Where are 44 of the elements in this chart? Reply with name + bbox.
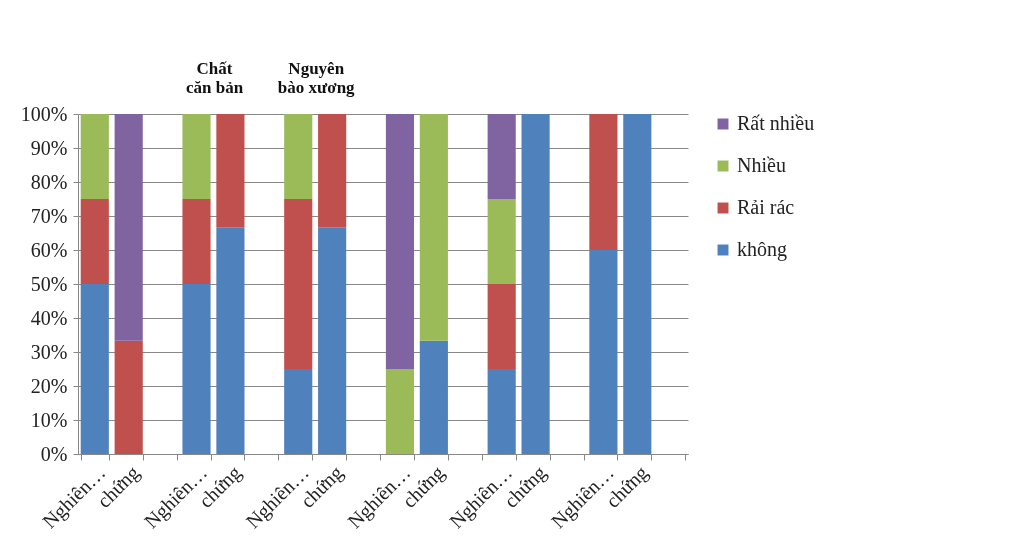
bar — [284, 369, 313, 454]
bar — [385, 369, 415, 454]
bar — [114, 114, 143, 341]
y-tick-label: 80% — [30, 170, 68, 193]
bar — [521, 114, 550, 454]
bar — [284, 199, 313, 369]
y-tick-label: 10% — [30, 408, 68, 431]
bar — [487, 199, 516, 284]
legend-label: Rải rác — [737, 196, 795, 218]
bar — [487, 369, 516, 454]
text: Nguyên bào xương — [277, 59, 356, 97]
y-tick-label: 90% — [30, 136, 68, 159]
y-tick-label: 50% — [30, 272, 68, 295]
text: Chất căn bản — [185, 59, 244, 97]
legend-label: không — [737, 238, 787, 261]
bar — [419, 114, 448, 341]
bar — [182, 114, 211, 199]
bar — [385, 114, 415, 369]
y-tick-label: 40% — [30, 306, 68, 329]
y-tick-label: 60% — [30, 238, 68, 261]
bar — [487, 114, 516, 199]
legend-label: Rất nhiều — [737, 112, 815, 134]
bar — [216, 114, 245, 228]
bar — [318, 114, 347, 228]
bar — [623, 114, 652, 454]
bar — [419, 340, 448, 454]
bar — [487, 284, 516, 369]
bar — [182, 199, 211, 284]
legend-label: Nhiều — [737, 154, 786, 176]
y-tick-label: 0% — [40, 442, 68, 465]
bar — [216, 227, 245, 454]
y-tick-label: 70% — [30, 204, 68, 227]
bar — [80, 284, 109, 454]
bar — [284, 114, 313, 199]
bar — [114, 340, 143, 454]
y-tick-label: 100% — [20, 102, 68, 125]
bar — [80, 114, 109, 199]
bar — [589, 250, 618, 454]
bar — [182, 284, 211, 454]
bar — [318, 227, 347, 454]
y-tick-label: 20% — [30, 374, 68, 397]
y-tick-label: 30% — [30, 340, 68, 363]
bar — [80, 199, 109, 284]
bar — [589, 114, 618, 250]
